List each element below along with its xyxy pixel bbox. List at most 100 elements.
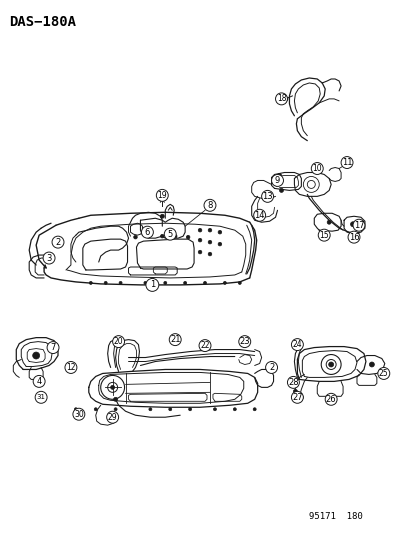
- Circle shape: [74, 408, 77, 411]
- Text: 26: 26: [325, 395, 336, 404]
- Circle shape: [47, 342, 59, 353]
- Circle shape: [218, 243, 221, 246]
- Circle shape: [326, 220, 330, 224]
- Circle shape: [271, 174, 283, 187]
- Circle shape: [112, 336, 124, 348]
- Text: 19: 19: [157, 191, 167, 200]
- Text: 21: 21: [170, 335, 180, 344]
- Circle shape: [279, 188, 283, 192]
- Circle shape: [133, 236, 137, 239]
- Text: 31: 31: [36, 394, 45, 400]
- Text: 28: 28: [287, 378, 298, 387]
- Circle shape: [208, 252, 211, 256]
- Circle shape: [33, 352, 40, 359]
- Circle shape: [218, 230, 221, 234]
- Circle shape: [146, 235, 150, 238]
- Text: 17: 17: [353, 221, 363, 230]
- Circle shape: [347, 231, 359, 243]
- Circle shape: [65, 361, 77, 374]
- Circle shape: [291, 338, 303, 351]
- Circle shape: [318, 229, 330, 241]
- Text: 11: 11: [341, 158, 351, 167]
- Text: 16: 16: [348, 232, 358, 241]
- Circle shape: [350, 222, 355, 227]
- Circle shape: [52, 236, 64, 248]
- Text: 14: 14: [254, 211, 264, 220]
- Text: 1: 1: [150, 280, 154, 289]
- Circle shape: [277, 173, 281, 177]
- Text: 24: 24: [292, 340, 301, 349]
- Circle shape: [107, 411, 118, 423]
- Text: 8: 8: [207, 201, 212, 210]
- Text: 20: 20: [114, 337, 123, 346]
- Text: 27: 27: [291, 393, 302, 402]
- Text: 95171  180: 95171 180: [309, 512, 362, 521]
- Circle shape: [199, 340, 211, 352]
- Circle shape: [73, 408, 85, 420]
- Text: 15: 15: [318, 231, 328, 240]
- Circle shape: [169, 408, 171, 411]
- Circle shape: [198, 238, 202, 242]
- Text: 23: 23: [239, 337, 249, 346]
- Circle shape: [156, 189, 168, 201]
- Circle shape: [299, 395, 303, 399]
- Circle shape: [141, 226, 153, 238]
- Circle shape: [114, 408, 117, 411]
- Circle shape: [110, 385, 114, 389]
- Text: 5: 5: [167, 230, 173, 239]
- Circle shape: [291, 391, 303, 403]
- Circle shape: [208, 229, 211, 232]
- Circle shape: [238, 336, 250, 348]
- Circle shape: [223, 281, 226, 285]
- Circle shape: [203, 281, 206, 285]
- Circle shape: [149, 408, 152, 411]
- Text: 30: 30: [74, 410, 83, 419]
- Circle shape: [293, 389, 297, 393]
- Text: 12: 12: [66, 363, 76, 372]
- Text: 29: 29: [107, 413, 117, 422]
- Text: 9: 9: [274, 176, 280, 185]
- Circle shape: [164, 228, 176, 240]
- Text: 22: 22: [200, 341, 209, 350]
- Circle shape: [144, 281, 147, 285]
- Circle shape: [352, 219, 364, 231]
- Circle shape: [198, 251, 202, 254]
- Circle shape: [164, 281, 166, 285]
- Text: 10: 10: [312, 164, 321, 173]
- Circle shape: [208, 240, 211, 244]
- Text: 2: 2: [268, 363, 273, 372]
- Text: 13: 13: [262, 192, 272, 201]
- Circle shape: [173, 235, 177, 238]
- Text: 6: 6: [145, 228, 150, 237]
- Circle shape: [233, 408, 236, 411]
- Circle shape: [204, 199, 216, 211]
- Circle shape: [145, 278, 159, 292]
- Text: 4: 4: [36, 377, 42, 386]
- Circle shape: [311, 163, 323, 174]
- Circle shape: [238, 281, 241, 285]
- Circle shape: [253, 209, 265, 221]
- Circle shape: [33, 375, 45, 387]
- Circle shape: [368, 362, 373, 367]
- Circle shape: [160, 214, 164, 218]
- Circle shape: [213, 408, 216, 411]
- Circle shape: [253, 408, 256, 411]
- Circle shape: [198, 229, 202, 232]
- Circle shape: [275, 93, 287, 105]
- Text: 2: 2: [55, 238, 60, 247]
- Circle shape: [265, 361, 277, 374]
- Circle shape: [89, 281, 92, 285]
- Circle shape: [328, 362, 333, 367]
- Circle shape: [169, 334, 181, 345]
- Circle shape: [287, 376, 299, 389]
- Circle shape: [119, 281, 122, 285]
- Circle shape: [340, 157, 352, 168]
- Circle shape: [186, 236, 190, 239]
- Circle shape: [377, 367, 389, 379]
- Text: 3: 3: [46, 254, 52, 263]
- Circle shape: [188, 408, 191, 411]
- Circle shape: [183, 281, 186, 285]
- Circle shape: [94, 408, 97, 411]
- Circle shape: [113, 397, 117, 401]
- Text: 7: 7: [50, 343, 56, 352]
